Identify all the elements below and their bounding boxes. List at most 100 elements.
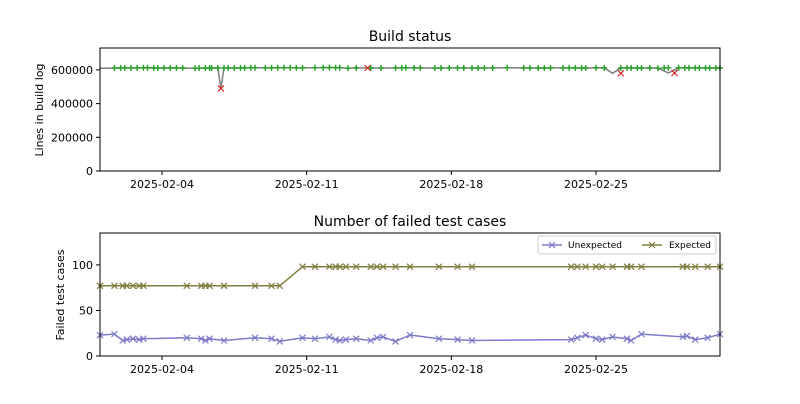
data-point-expected bbox=[111, 282, 118, 290]
data-point-successful-builds bbox=[154, 65, 161, 72]
data-point-successful-builds bbox=[454, 64, 461, 71]
data-point-expected bbox=[598, 263, 606, 271]
marker-stroke bbox=[582, 331, 590, 339]
data-point-unexpected bbox=[311, 335, 319, 343]
data-point-unexpected bbox=[592, 335, 600, 343]
marker-stroke bbox=[251, 334, 259, 342]
marker-stroke bbox=[111, 282, 118, 290]
data-point-unexpected bbox=[598, 336, 606, 344]
data-point-successful-builds bbox=[646, 64, 653, 71]
marker-stroke bbox=[691, 336, 699, 344]
data-point-successful-builds bbox=[231, 65, 238, 72]
marker-stroke bbox=[201, 337, 209, 344]
data-point-unexpected bbox=[468, 337, 476, 344]
x-tick-label: 2025-02-25 bbox=[564, 178, 628, 191]
marker-stroke bbox=[671, 69, 678, 77]
marker-stroke bbox=[373, 263, 381, 271]
data-point-expected bbox=[367, 263, 375, 271]
data-point-successful-builds bbox=[353, 64, 360, 71]
data-point-expected bbox=[311, 263, 319, 271]
data-point-expected bbox=[609, 263, 616, 271]
data-point-successful-builds bbox=[504, 64, 511, 71]
legend-box bbox=[537, 235, 717, 255]
marker-stroke bbox=[276, 337, 284, 345]
marker-stroke bbox=[311, 335, 319, 343]
marker-stroke bbox=[123, 336, 131, 344]
data-point-successful-builds bbox=[392, 64, 399, 71]
y-tick-label: 0 bbox=[86, 350, 93, 363]
marker-stroke bbox=[406, 263, 414, 271]
marker-stroke bbox=[704, 263, 712, 271]
data-point-successful-builds bbox=[526, 64, 533, 71]
data-point-expected bbox=[251, 282, 259, 290]
marker-stroke bbox=[206, 282, 213, 290]
marker-stroke bbox=[679, 333, 687, 341]
data-point-failed-builds bbox=[617, 69, 625, 77]
data-point-unexpected bbox=[352, 335, 360, 343]
data-point-unexpected bbox=[129, 335, 137, 343]
data-point-successful-builds bbox=[241, 64, 248, 71]
chart-title: Build status bbox=[369, 29, 452, 45]
marker-stroke bbox=[683, 263, 691, 271]
data-point-successful-builds bbox=[601, 64, 608, 71]
chart-title: Number of failed test cases bbox=[314, 214, 507, 230]
data-point-unexpected bbox=[627, 337, 635, 344]
data-point-successful-builds bbox=[520, 64, 527, 71]
marker-stroke bbox=[183, 334, 191, 342]
data-point-successful-builds bbox=[144, 64, 151, 71]
marker-stroke bbox=[617, 69, 625, 77]
data-point-expected bbox=[691, 263, 699, 271]
plot-area: 2025-02-04 2025-02-11 2025-02-18 2025-02-25… bbox=[72, 259, 724, 376]
data-point-unexpected bbox=[268, 335, 275, 343]
data-point-unexpected bbox=[325, 333, 333, 341]
marker-stroke bbox=[183, 282, 191, 290]
data-point-expected bbox=[139, 282, 147, 290]
marker-stroke bbox=[268, 335, 275, 343]
data-point-successful-builds bbox=[299, 64, 306, 71]
data-point-unexpected bbox=[201, 337, 209, 344]
data-point-successful-builds bbox=[336, 64, 343, 71]
data-point-successful-builds bbox=[179, 64, 186, 71]
data-point-unexpected bbox=[373, 334, 381, 342]
data-point-expected bbox=[325, 263, 333, 271]
data-point-unexpected bbox=[299, 334, 306, 342]
data-point-successful-builds bbox=[293, 64, 300, 71]
marker-stroke bbox=[367, 337, 375, 344]
marker-stroke bbox=[638, 330, 645, 338]
marker-stroke bbox=[364, 64, 372, 72]
data-point-expected bbox=[683, 263, 691, 271]
data-point-successful-builds bbox=[547, 64, 554, 71]
marker-stroke bbox=[638, 263, 645, 271]
marker-stroke bbox=[139, 282, 147, 290]
data-point-successful-builds bbox=[438, 65, 444, 72]
data-point-unexpected bbox=[623, 335, 631, 343]
y-axis-label: Lines in build log bbox=[33, 64, 46, 157]
data-point-expected bbox=[342, 263, 350, 271]
data-point-expected bbox=[454, 263, 461, 271]
data-point-unexpected bbox=[582, 331, 590, 339]
marker-stroke bbox=[311, 263, 319, 271]
marker-stroke bbox=[367, 263, 375, 271]
marker-stroke bbox=[352, 335, 360, 343]
marker-stroke bbox=[111, 330, 118, 338]
marker-stroke bbox=[454, 263, 461, 271]
marker-stroke bbox=[573, 263, 581, 271]
data-point-successful-builds bbox=[446, 64, 453, 71]
data-point-successful-builds bbox=[173, 64, 180, 71]
data-point-unexpected bbox=[392, 337, 399, 345]
data-point-successful-builds bbox=[262, 64, 269, 71]
marker-stroke bbox=[567, 336, 575, 344]
marker-stroke bbox=[129, 335, 137, 343]
data-point-successful-builds bbox=[572, 64, 579, 71]
marker-stroke bbox=[342, 263, 350, 271]
data-point-successful-builds bbox=[655, 65, 661, 72]
data-point-failed-builds bbox=[217, 85, 225, 92]
data-point-successful-builds bbox=[345, 65, 351, 72]
data-point-successful-builds bbox=[475, 65, 482, 72]
data-point-unexpected bbox=[573, 334, 581, 342]
data-point-unexpected bbox=[276, 337, 284, 345]
data-point-expected bbox=[392, 263, 399, 271]
marker-stroke bbox=[592, 335, 600, 343]
data-point-unexpected bbox=[206, 335, 213, 343]
